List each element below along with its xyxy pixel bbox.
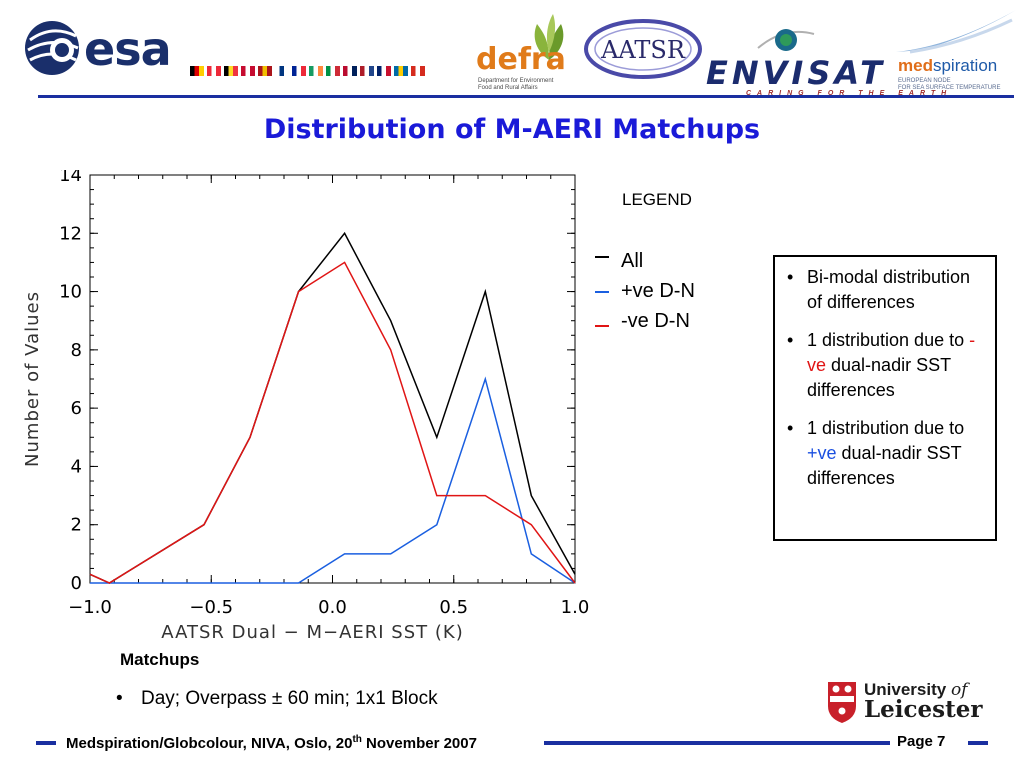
x-tick-label: 0.5	[439, 597, 468, 618]
footer-rule-right	[968, 741, 988, 745]
legend-item-negative: -ve D-N	[595, 310, 690, 333]
flag-4	[258, 66, 272, 76]
esa-logo-icon	[25, 21, 79, 75]
series-line-negative	[89, 261, 576, 584]
matchup-histogram-chart: −1.0 −0.5 0.0 0.5 1.0 0 2 4 6 8 10 12 14 AATSR Dual −…	[22, 170, 590, 643]
defra-wordmark: defra	[476, 42, 566, 77]
series-line-positive	[90, 376, 576, 584]
flag-11	[377, 66, 391, 76]
legend-line-positive	[595, 290, 609, 293]
legend-line-negative	[595, 324, 609, 327]
defra-logo: defra Department for Environment Food an…	[472, 12, 572, 91]
x-tick-label: 1.0	[561, 597, 590, 618]
defra-subtitle: Department for Environment Food and Rura…	[478, 78, 554, 91]
y-tick-label: 8	[71, 340, 82, 361]
flag-2	[224, 66, 238, 76]
legend-line-all	[595, 255, 609, 258]
footer-text: Medspiration/Globcolour, NIVA, Oslo, 20t…	[66, 734, 477, 752]
plot-frame	[89, 174, 576, 584]
y-axis-label: Number of Values	[22, 291, 43, 467]
y-tick-label: 4	[71, 456, 82, 477]
y-tick-label: 14	[59, 170, 82, 186]
matchups-heading: Matchups	[120, 650, 200, 669]
x-axis-label: AATSR Dual − M−AERI SST (K)	[161, 622, 463, 643]
slide-title: Distribution of M-AERI Matchups	[263, 114, 761, 145]
defra-leaf-icon	[534, 14, 564, 60]
footer-rule-middle	[544, 741, 890, 745]
member-state-flags	[190, 66, 425, 76]
flag-6	[292, 66, 306, 76]
flag-7	[309, 66, 323, 76]
notes-box: • Bi-modal distribution of differences • …	[773, 255, 997, 541]
flag-8	[326, 66, 340, 76]
footer-rule-left	[36, 741, 56, 745]
x-tick-label: −1.0	[68, 597, 112, 618]
y-tick-label: 0	[71, 573, 82, 594]
university-of-leicester-logo: University of Leicester	[826, 680, 996, 726]
y-tick-label: 6	[71, 398, 82, 419]
note-item: • 1 distribution due to -ve dual-nadir S…	[787, 330, 976, 400]
flag-9	[343, 66, 357, 76]
flag-3	[241, 66, 255, 76]
flag-10	[360, 66, 374, 76]
x-tick-label: 0.0	[318, 597, 347, 618]
page-number: Page 7	[897, 733, 946, 750]
medspiration-wordmark: medspiration	[898, 56, 998, 75]
leicester-line1: University of	[864, 680, 968, 700]
envisat-wordmark: ENVISAT	[706, 54, 886, 92]
medspiration-subtitle: EUROPEAN NODE FOR SEA SURFACE TEMPERATURE	[898, 78, 1001, 91]
flag-0	[190, 66, 204, 76]
leicester-line2: Leicester	[864, 696, 983, 723]
envisat-logo: ENVISAT CARING FOR THE EARTH	[706, 24, 946, 97]
medspiration-swoosh-icon	[896, 10, 1016, 54]
y-tick-label: 10	[59, 282, 82, 303]
note-item: • 1 distribution due to +ve dual-nadir S…	[787, 418, 965, 488]
legend-item-positive: +ve D-N	[595, 280, 695, 303]
y-tick-label: 2	[71, 515, 82, 536]
flag-5	[275, 66, 289, 76]
flag-13	[411, 66, 425, 76]
legend-title: LEGEND	[622, 190, 692, 209]
envisat-globe-icon	[757, 29, 815, 51]
envisat-tagline: CARING FOR THE EARTH	[746, 90, 953, 97]
note-item: • Bi-modal distribution of differences	[787, 267, 971, 312]
matchups-item: • Day; Overpass ± 60 min; 1x1 Block	[116, 688, 438, 709]
y-tick-label: 12	[59, 223, 82, 244]
legend-item-all: All	[595, 250, 643, 273]
medspiration-logo: medspiration EUROPEAN NODE FOR SEA SURFAC…	[892, 6, 1020, 94]
leicester-crest-icon	[828, 682, 856, 723]
aatsr-wordmark: AATSR	[600, 36, 686, 64]
flag-1	[207, 66, 221, 76]
flag-12	[394, 66, 408, 76]
aatsr-logo-icon: AATSR	[584, 19, 702, 79]
esa-wordmark: esa	[84, 22, 172, 76]
series-line-all	[89, 231, 576, 584]
header-divider	[38, 95, 1014, 98]
x-tick-label: −0.5	[189, 597, 233, 618]
